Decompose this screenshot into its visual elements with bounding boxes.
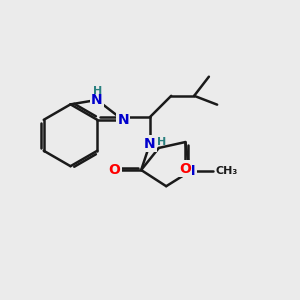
Text: O: O: [179, 161, 191, 176]
Text: O: O: [109, 163, 121, 177]
Text: N: N: [184, 164, 196, 178]
Text: H: H: [93, 85, 103, 95]
Text: N: N: [91, 93, 103, 107]
Text: H: H: [157, 137, 166, 147]
Text: N: N: [117, 113, 129, 127]
Text: CH₃: CH₃: [216, 167, 238, 176]
Text: N: N: [144, 136, 156, 151]
